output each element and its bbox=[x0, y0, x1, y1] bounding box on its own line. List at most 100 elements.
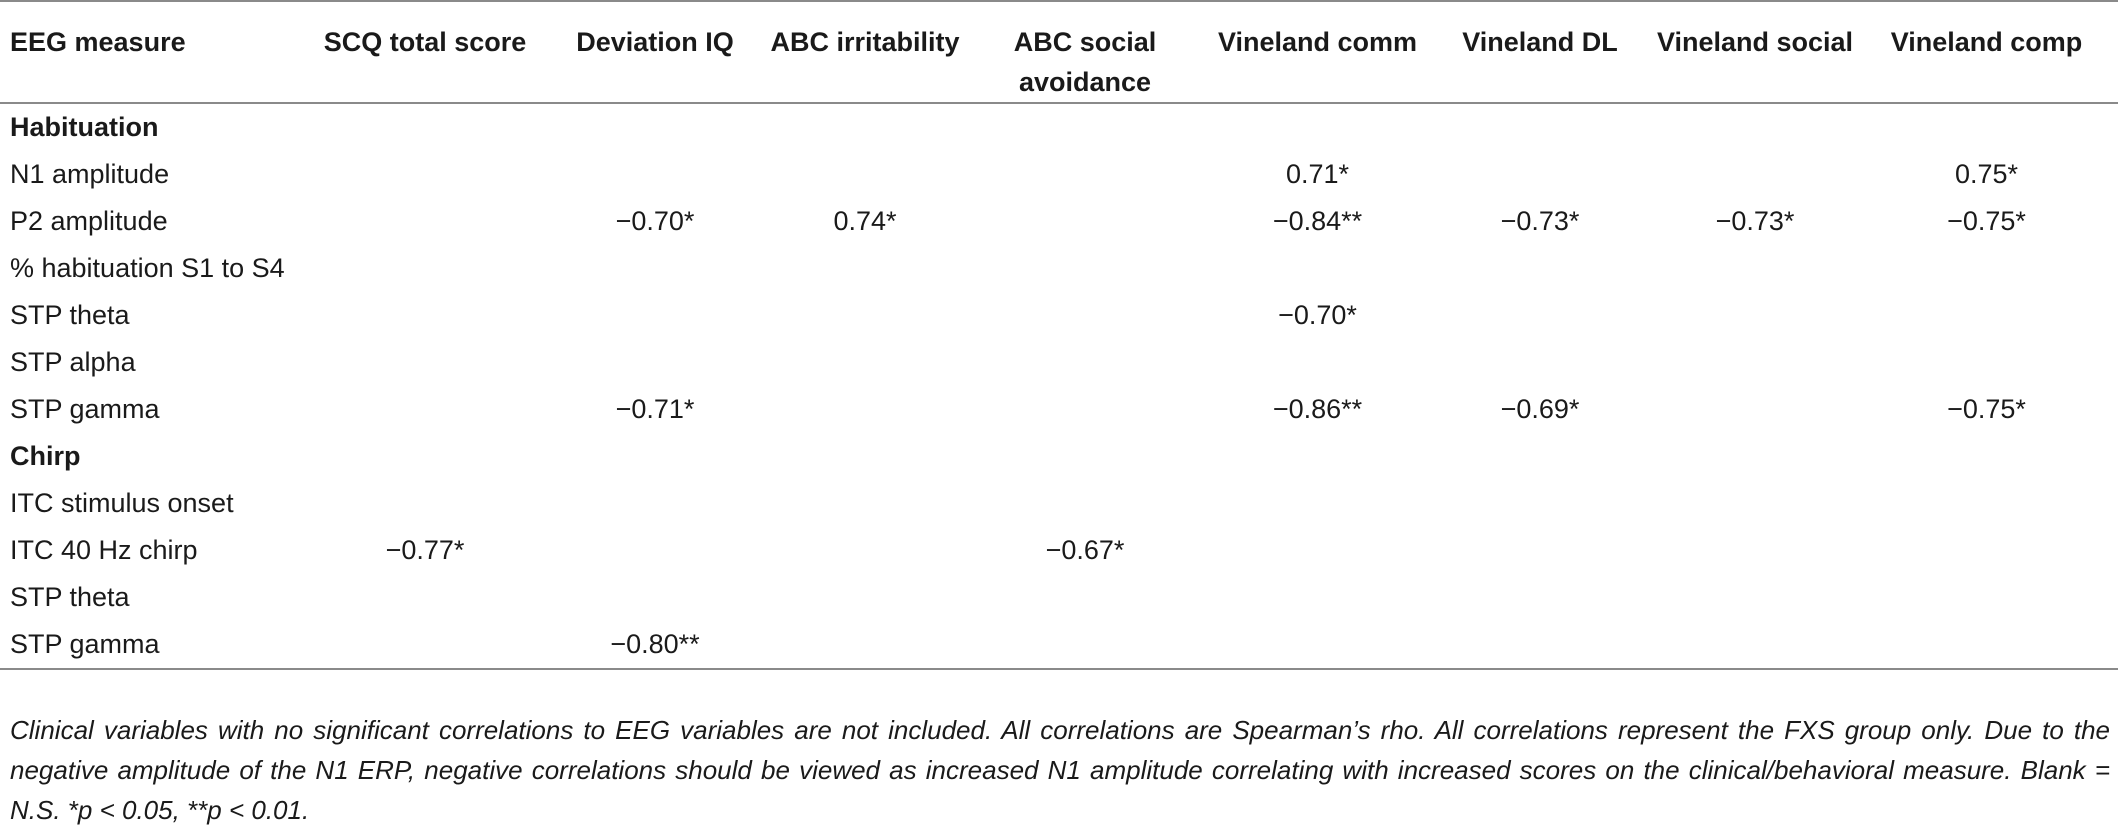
table-row: ITC stimulus onset bbox=[0, 480, 2118, 527]
section-title: Chirp bbox=[10, 441, 81, 471]
row-label: STP alpha bbox=[10, 347, 136, 377]
table-cell bbox=[310, 151, 540, 198]
table-cell bbox=[310, 621, 540, 670]
table-cell bbox=[310, 386, 540, 433]
table-cell bbox=[960, 480, 1210, 527]
row-label: STP gamma bbox=[10, 394, 160, 424]
table-cell bbox=[1655, 621, 1855, 670]
table-cell bbox=[1210, 339, 1425, 386]
table-row: P2 amplitude −0.70* 0.74* −0.84** −0.73* −0.7… bbox=[0, 198, 2118, 245]
table-cell bbox=[310, 480, 540, 527]
table-cell bbox=[960, 386, 1210, 433]
table-cell bbox=[1655, 151, 1855, 198]
table-cell bbox=[960, 151, 1210, 198]
table-cell bbox=[1425, 574, 1655, 621]
table-cell bbox=[310, 339, 540, 386]
table-row: STP gamma −0.80** bbox=[0, 621, 2118, 670]
table-cell: −0.84** bbox=[1272, 206, 1363, 236]
column-header: SCQ total score bbox=[310, 2, 540, 104]
section-title: Habituation bbox=[10, 112, 159, 142]
table-cell bbox=[1210, 245, 1425, 292]
table-cell: −0.75* bbox=[1947, 394, 2026, 424]
table-cell: −0.71* bbox=[615, 394, 695, 424]
table-cell: −0.69* bbox=[1500, 394, 1580, 424]
table-row: STP gamma −0.71* −0.86** −0.69* −0.75* bbox=[0, 386, 2118, 433]
column-header: Vineland comm bbox=[1210, 2, 1425, 104]
table-cell bbox=[960, 245, 1210, 292]
table-cell bbox=[1425, 339, 1655, 386]
row-label: N1 amplitude bbox=[10, 159, 170, 189]
table-cell bbox=[540, 480, 770, 527]
table-row: STP theta −0.70* bbox=[0, 292, 2118, 339]
table-cell bbox=[1655, 527, 1855, 574]
column-header: Vineland DL bbox=[1425, 2, 1655, 104]
column-header-eeg-measure: EEG measure bbox=[0, 2, 310, 104]
row-label: ITC stimulus onset bbox=[10, 488, 234, 518]
table-cell bbox=[770, 151, 960, 198]
table-cell bbox=[960, 621, 1210, 670]
table-cell bbox=[540, 151, 770, 198]
table-cell: −0.70* bbox=[615, 206, 695, 236]
correlation-table: EEG measure SCQ total score Deviation IQ AB… bbox=[0, 0, 2118, 670]
table-cell bbox=[960, 292, 1210, 339]
table-cell: 0.71* bbox=[1285, 159, 1350, 189]
table-cell bbox=[310, 574, 540, 621]
table-cell bbox=[540, 527, 770, 574]
row-label: STP theta bbox=[10, 582, 130, 612]
column-header: Deviation IQ bbox=[540, 2, 770, 104]
table-cell bbox=[1855, 339, 2118, 386]
table-cell bbox=[770, 339, 960, 386]
table-cell bbox=[1210, 574, 1425, 621]
table-cell bbox=[1425, 621, 1655, 670]
table-cell bbox=[1855, 292, 2118, 339]
table-cell bbox=[540, 245, 770, 292]
table-cell bbox=[1210, 527, 1425, 574]
table-cell bbox=[1425, 151, 1655, 198]
table-cell bbox=[770, 386, 960, 433]
table-cell bbox=[1210, 621, 1425, 670]
table-cell bbox=[1855, 621, 2118, 670]
table-cell bbox=[1425, 292, 1655, 339]
table-cell bbox=[310, 245, 540, 292]
table-cell bbox=[310, 292, 540, 339]
table-cell: −0.77* bbox=[385, 535, 465, 565]
table-body: Habituation N1 amplitude 0.71* 0.75* P2 ampl… bbox=[0, 103, 2118, 670]
table-cell: −0.70* bbox=[1278, 300, 1357, 330]
table-cell: −0.86** bbox=[1272, 394, 1363, 424]
table-cell bbox=[1655, 245, 1855, 292]
table-cell bbox=[1655, 339, 1855, 386]
section-row: Habituation bbox=[0, 103, 2118, 151]
table-row: STP theta bbox=[0, 574, 2118, 621]
table-cell bbox=[1855, 574, 2118, 621]
table-row: N1 amplitude 0.71* 0.75* bbox=[0, 151, 2118, 198]
table-cell bbox=[1855, 527, 2118, 574]
table-cell bbox=[770, 480, 960, 527]
column-header: Vineland social bbox=[1655, 2, 1855, 104]
column-header: ABC social avoidance bbox=[960, 2, 1210, 104]
row-label: P2 amplitude bbox=[10, 206, 168, 236]
table-cell bbox=[1425, 245, 1655, 292]
table-row: ITC 40 Hz chirp −0.77* −0.67* bbox=[0, 527, 2118, 574]
table-row: STP alpha bbox=[0, 339, 2118, 386]
table-cell bbox=[540, 339, 770, 386]
header-row: EEG measure SCQ total score Deviation IQ AB… bbox=[0, 2, 2118, 104]
section-row: Chirp bbox=[0, 433, 2118, 480]
table-cell bbox=[770, 527, 960, 574]
row-label: ITC 40 Hz chirp bbox=[10, 535, 198, 565]
table-cell: −0.75* bbox=[1947, 206, 2026, 236]
row-label: STP gamma bbox=[0, 621, 310, 670]
table-cell bbox=[1210, 480, 1425, 527]
row-label: STP theta bbox=[10, 300, 130, 330]
table-cell bbox=[1855, 245, 2118, 292]
table-cell bbox=[960, 339, 1210, 386]
table-cell: 0.75* bbox=[1954, 159, 2019, 189]
table-cell bbox=[770, 245, 960, 292]
table-cell bbox=[770, 292, 960, 339]
table-row: % habituation S1 to S4 bbox=[0, 245, 2118, 292]
table-cell bbox=[960, 198, 1210, 245]
table-cell: −0.67* bbox=[1045, 535, 1125, 565]
table-cell: 0.74* bbox=[833, 206, 897, 236]
table-cell bbox=[310, 198, 540, 245]
table-cell bbox=[1425, 527, 1655, 574]
